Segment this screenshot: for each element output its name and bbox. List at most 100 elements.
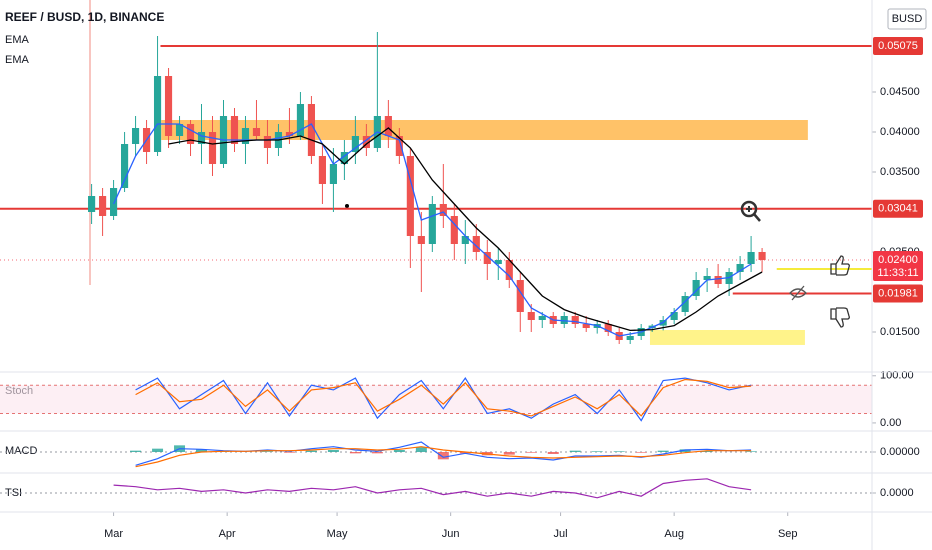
candle-body bbox=[560, 316, 568, 324]
x-tick-label: May bbox=[327, 528, 348, 540]
y-tick-label: 100.00 bbox=[880, 370, 914, 382]
histogram-bar bbox=[415, 447, 427, 452]
price-tag bbox=[873, 284, 923, 303]
candle-body bbox=[439, 204, 447, 216]
currency-label[interactable]: BUSD bbox=[892, 13, 923, 25]
candle-body bbox=[252, 128, 261, 136]
price-tag-label: 0.01981 bbox=[878, 287, 918, 299]
countdown-label: 11:33:11 bbox=[877, 267, 918, 279]
histogram-bar bbox=[569, 450, 581, 452]
indicator-line bbox=[135, 446, 752, 468]
histogram-bar bbox=[349, 452, 361, 454]
zoom-icon bbox=[740, 200, 761, 222]
pane-label: MACD bbox=[5, 445, 37, 457]
histogram-bar bbox=[503, 452, 515, 455]
y-tick-label: 0.00 bbox=[880, 417, 901, 429]
legend-entry: EMA bbox=[5, 34, 30, 46]
candle-body bbox=[395, 136, 403, 156]
price-tag-label: 0.02400 bbox=[878, 254, 918, 266]
candle-body bbox=[538, 316, 546, 320]
histogram-bar bbox=[196, 449, 208, 452]
histogram-bar bbox=[393, 450, 405, 452]
histogram-bar bbox=[745, 451, 757, 452]
candle-body bbox=[703, 276, 711, 280]
candle-body bbox=[571, 316, 579, 324]
candle-body bbox=[307, 104, 316, 156]
plot-area: 0.015000.025000.035000.040000.04500MarAp… bbox=[0, 32, 923, 540]
y-tick-label: 0.01500 bbox=[880, 326, 920, 338]
candle-body bbox=[494, 260, 502, 264]
x-tick-label: Mar bbox=[104, 528, 123, 540]
chart-title: REEF / BUSD, 1D, BINANCE bbox=[5, 10, 164, 24]
candle-body bbox=[208, 132, 217, 164]
candle-body bbox=[516, 280, 524, 312]
candle-body bbox=[110, 188, 118, 216]
zone bbox=[649, 330, 805, 345]
candle-body bbox=[406, 156, 414, 236]
histogram-bar bbox=[371, 452, 383, 454]
candle-body bbox=[527, 312, 535, 320]
candle-body bbox=[670, 312, 678, 320]
histogram-bar bbox=[525, 452, 537, 453]
candle-body bbox=[747, 252, 755, 264]
candle-body bbox=[362, 136, 370, 148]
zone bbox=[161, 120, 808, 140]
histogram-bar bbox=[283, 452, 295, 453]
histogram-bar bbox=[327, 450, 339, 452]
histogram-bar bbox=[547, 452, 559, 454]
dot-marker bbox=[345, 204, 349, 208]
candle-body bbox=[604, 324, 612, 332]
histogram-bar bbox=[701, 450, 713, 452]
y-tick-label: 0.04000 bbox=[880, 126, 920, 138]
histogram-bar bbox=[305, 450, 317, 452]
x-tick-label: Aug bbox=[664, 528, 684, 540]
hide-icon bbox=[789, 285, 807, 301]
price-tag bbox=[873, 199, 923, 218]
candle-body bbox=[340, 152, 348, 164]
histogram-bar bbox=[635, 452, 647, 453]
x-tick-label: Apr bbox=[219, 528, 236, 540]
candle-body bbox=[230, 116, 239, 144]
thumbs-down-icon bbox=[830, 307, 850, 328]
candle-body bbox=[351, 136, 359, 152]
currency-box[interactable] bbox=[887, 8, 927, 30]
candle-body bbox=[417, 236, 425, 244]
y-tick-label: 0.0000 bbox=[880, 487, 914, 499]
candle-body bbox=[582, 324, 590, 328]
histogram-bar bbox=[657, 450, 669, 452]
candle-body bbox=[99, 196, 107, 216]
pane-label: TSI bbox=[5, 487, 22, 499]
candle-body bbox=[626, 336, 634, 340]
indicator-line bbox=[135, 378, 752, 417]
candle-body bbox=[164, 76, 173, 136]
x-tick-label: Jun bbox=[442, 528, 460, 540]
candle-body bbox=[186, 124, 195, 144]
y-tick-label: 0.04500 bbox=[880, 86, 920, 98]
candle-body bbox=[120, 144, 129, 188]
candle-body bbox=[505, 260, 513, 280]
candle-body bbox=[736, 264, 744, 272]
histogram-bar bbox=[437, 452, 449, 460]
candle-body bbox=[428, 204, 436, 244]
histogram-bar bbox=[130, 450, 142, 452]
y-tick-label: 0.03500 bbox=[880, 166, 920, 178]
x-tick-label: Sep bbox=[778, 528, 798, 540]
histogram-bar bbox=[459, 452, 471, 454]
histogram-bar bbox=[261, 451, 273, 452]
candle-body bbox=[296, 104, 305, 136]
x-tick-label: Jul bbox=[554, 528, 568, 540]
candle-body bbox=[758, 252, 766, 260]
candle-body bbox=[88, 196, 96, 212]
legend-entry: EMA bbox=[5, 54, 30, 66]
candle-body bbox=[241, 128, 250, 144]
candle-body bbox=[318, 156, 326, 184]
price-tag-label: 0.03041 bbox=[878, 203, 918, 215]
indicator-line bbox=[113, 478, 752, 499]
candle-body bbox=[472, 236, 480, 252]
candle-body bbox=[692, 280, 700, 296]
histogram-bar bbox=[591, 451, 603, 452]
histogram-bar bbox=[679, 449, 691, 452]
candle-body bbox=[153, 76, 162, 152]
